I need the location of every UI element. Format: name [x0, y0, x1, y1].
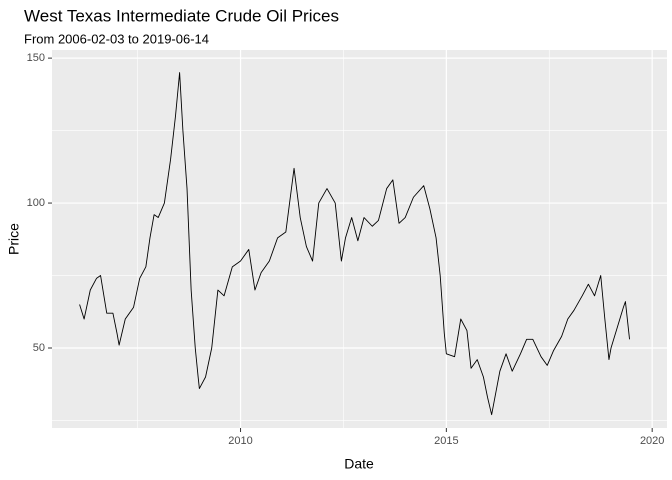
x-tick-label: 2015: [434, 435, 458, 447]
y-tick-label: 100: [27, 197, 45, 209]
x-tick-label: 2020: [640, 435, 664, 447]
plot-panel: [52, 50, 667, 428]
x-axis-label: Date: [344, 456, 374, 472]
y-axis-label: Price: [6, 223, 22, 255]
y-tick-label: 150: [27, 52, 45, 64]
price-line: [79, 72, 630, 416]
y-tick-label: 50: [33, 342, 45, 354]
chart-subtitle: From 2006-02-03 to 2019-06-14: [24, 31, 209, 46]
chart-title: West Texas Intermediate Crude Oil Prices: [24, 6, 339, 25]
x-tick-label: 2010: [228, 435, 252, 447]
